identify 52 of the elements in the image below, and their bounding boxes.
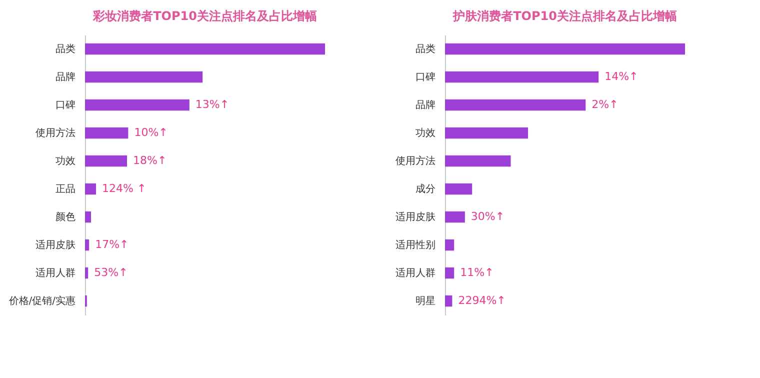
y-tick-label: 适用性别 xyxy=(396,239,436,251)
bar xyxy=(445,155,511,167)
y-tick-label: 品类 xyxy=(416,43,436,55)
y-tick-label: 适用人群 xyxy=(396,267,436,279)
y-tick-label: 品牌 xyxy=(56,71,76,83)
annotation: 11%↑ xyxy=(460,266,494,279)
y-tick-label: 品牌 xyxy=(416,99,436,111)
y-tick-label: 颜色 xyxy=(56,211,76,223)
bar xyxy=(85,155,127,167)
y-tick-label: 正品 xyxy=(56,184,76,195)
annotation: 10%↑ xyxy=(134,126,168,139)
bar xyxy=(85,99,190,111)
bar xyxy=(445,211,465,223)
y-tick-label: 功效 xyxy=(416,127,436,139)
annotation: 18%↑ xyxy=(133,154,167,167)
bar xyxy=(85,239,90,251)
y-tick-label: 功效 xyxy=(56,155,76,167)
y-tick-label: 口碑 xyxy=(56,99,76,111)
bar xyxy=(85,43,325,55)
y-tick-label: 品类 xyxy=(56,43,76,55)
y-tick-label: 成分 xyxy=(416,183,436,195)
annotation: 124% ↑ xyxy=(102,182,146,195)
y-tick-label: 明星 xyxy=(416,296,436,307)
bar xyxy=(85,267,88,279)
chart-title: 彩妆消费者TOP10关注点排名及占比增幅 xyxy=(92,9,317,23)
bar xyxy=(445,127,528,139)
bar xyxy=(445,239,454,251)
y-tick-label: 口碑 xyxy=(416,71,436,83)
bar xyxy=(445,99,586,111)
annotation: 2%↑ xyxy=(592,98,618,111)
bar xyxy=(445,71,599,83)
chart-title: 护肤消费者TOP10关注点排名及占比增幅 xyxy=(452,9,677,23)
bar xyxy=(445,267,454,279)
annotation: 53%↑ xyxy=(94,266,128,279)
annotation: 2294%↑ xyxy=(458,294,506,307)
y-tick-label: 使用方法 xyxy=(396,155,436,167)
annotation: 13%↑ xyxy=(195,98,230,111)
annotation: 14%↑ xyxy=(604,70,638,83)
bar xyxy=(85,127,128,139)
bar xyxy=(85,211,91,223)
y-tick-label: 适用人群 xyxy=(36,267,76,279)
bar xyxy=(445,295,452,307)
bar xyxy=(85,71,203,83)
bar xyxy=(445,183,472,195)
y-tick-label: 使用方法 xyxy=(36,127,76,139)
annotation: 30%↑ xyxy=(470,210,505,223)
bar xyxy=(85,183,96,195)
y-tick-label: 适用皮肤 xyxy=(396,211,436,223)
y-tick-label: 适用皮肤 xyxy=(36,239,76,251)
y-tick-label: 价格/促销/实惠 xyxy=(8,295,76,307)
annotation: 17%↑ xyxy=(95,238,129,251)
bar xyxy=(445,43,685,55)
